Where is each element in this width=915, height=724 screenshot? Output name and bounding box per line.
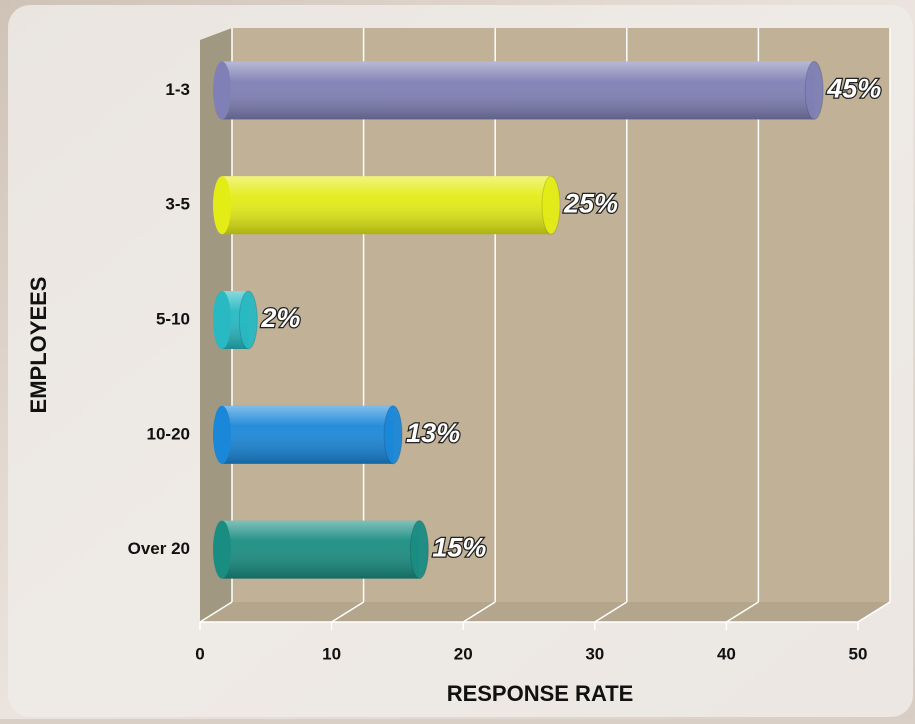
y-tick-label: 3-5 bbox=[165, 195, 190, 214]
grid-line bbox=[199, 601, 233, 623]
bar-start bbox=[213, 61, 231, 120]
y-tick-label: 10-20 bbox=[147, 424, 190, 443]
bar-shade bbox=[222, 405, 394, 464]
bar-cap bbox=[804, 60, 824, 120]
value-label: 15% bbox=[432, 533, 486, 563]
bar-start bbox=[213, 291, 231, 349]
bar-shade bbox=[222, 520, 420, 579]
bar-shade bbox=[222, 176, 551, 235]
grid-line bbox=[726, 601, 759, 623]
value-label: 13% bbox=[406, 418, 460, 448]
value-label: 25% bbox=[563, 188, 618, 218]
grid-line bbox=[331, 601, 364, 623]
x-axis-label: RESPONSE RATE bbox=[447, 681, 634, 706]
y-tick-label: 5-10 bbox=[156, 309, 190, 328]
x-tick-label: 30 bbox=[585, 644, 604, 663]
value-label: 45% bbox=[826, 74, 881, 104]
y-tick-label: Over 20 bbox=[128, 539, 190, 558]
bar-start bbox=[213, 520, 231, 579]
grid-line bbox=[462, 601, 496, 623]
x-tick-label: 10 bbox=[322, 644, 341, 663]
y-tick-label: 1-3 bbox=[165, 80, 190, 99]
bar-cap bbox=[409, 520, 429, 580]
grid-line bbox=[594, 601, 628, 623]
x-tick-label: 0 bbox=[195, 644, 204, 663]
back-wall bbox=[232, 28, 890, 602]
x-tick-label: 50 bbox=[849, 644, 868, 663]
x-tick-label: 20 bbox=[454, 644, 473, 663]
x-axis bbox=[857, 601, 891, 623]
bar-start bbox=[213, 176, 231, 235]
value-label: 2% bbox=[260, 303, 300, 333]
y-axis-label: EMPLOYEES bbox=[26, 277, 51, 414]
floor bbox=[200, 602, 890, 622]
bar-cap bbox=[383, 405, 403, 465]
x-tick-label: 40 bbox=[717, 644, 736, 663]
bar-shade bbox=[222, 61, 815, 120]
bar-start bbox=[213, 405, 231, 464]
bar-cap bbox=[238, 290, 258, 350]
bar-cap bbox=[541, 175, 561, 235]
